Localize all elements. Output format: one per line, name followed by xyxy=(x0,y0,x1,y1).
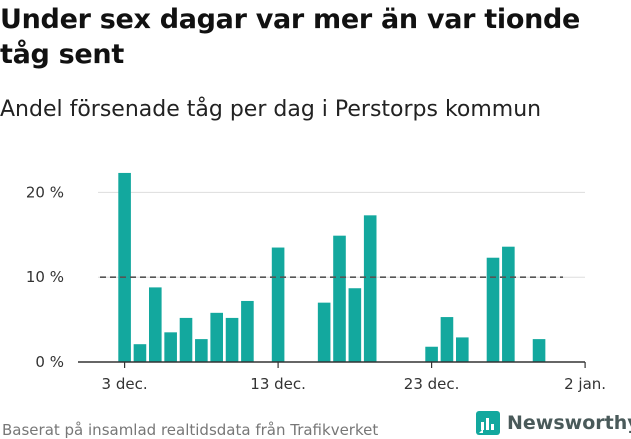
x-tick-label-1: 13 dec. xyxy=(250,375,306,393)
brand-logo: Newsworthy xyxy=(475,408,631,438)
x-tick-label-0: 3 dec. xyxy=(102,375,148,393)
bar-2021-12-10 xyxy=(225,317,239,362)
bar-2021-12-19 xyxy=(363,215,377,362)
bar-2021-12-16 xyxy=(317,302,331,362)
bar-2021-12-09 xyxy=(210,312,223,362)
y-tick-label-2: 20 % xyxy=(26,183,64,201)
bar-chart: 0 % 10 % 20 % 3 dec. 13 dec. 23 dec. 2 jan. xyxy=(26,172,606,393)
x-tick-label-2: 23 dec. xyxy=(404,375,460,393)
bar-2021-12-08 xyxy=(195,339,208,362)
bar-2021-12-25 xyxy=(456,337,469,362)
axis-layer: 0 % 10 % 20 % 3 dec. 13 dec. 23 dec. 2 jan. xyxy=(26,183,606,393)
bar-2021-12-23 xyxy=(425,346,438,362)
bar-2021-12-24 xyxy=(440,317,454,362)
y-tick-label-0: 0 % xyxy=(35,353,64,371)
bar-2021-12-18 xyxy=(348,288,362,362)
newsworthy-logo-icon xyxy=(476,411,500,435)
bar-2021-12-28 xyxy=(502,246,515,362)
bar-2021-12-04 xyxy=(133,344,147,362)
bar-2021-12-07 xyxy=(179,317,193,362)
chart-subtitle: Andel försenade tåg per dag i Perstorps … xyxy=(0,97,542,122)
bar-2021-12-27 xyxy=(486,257,500,362)
bar-2021-12-17 xyxy=(333,235,346,362)
source-note: Baserat på insamlad realtidsdata från Tr… xyxy=(2,421,379,439)
bar-2021-12-06 xyxy=(164,332,177,362)
bar-layer xyxy=(118,172,546,362)
bar-2021-12-05 xyxy=(149,287,162,362)
x-tick-label-3: 2 jan. xyxy=(564,375,606,393)
bar-2021-12-30 xyxy=(532,339,546,362)
brand-name: Newsworthy xyxy=(507,412,631,434)
y-tick-label-1: 10 % xyxy=(26,268,64,286)
bar-2021-12-13 xyxy=(271,247,285,362)
bar-2021-12-11 xyxy=(241,300,254,362)
page-title: Under sex dagar var mer än var tionde tå… xyxy=(0,4,581,70)
bar-2021-12-03 xyxy=(118,172,131,362)
